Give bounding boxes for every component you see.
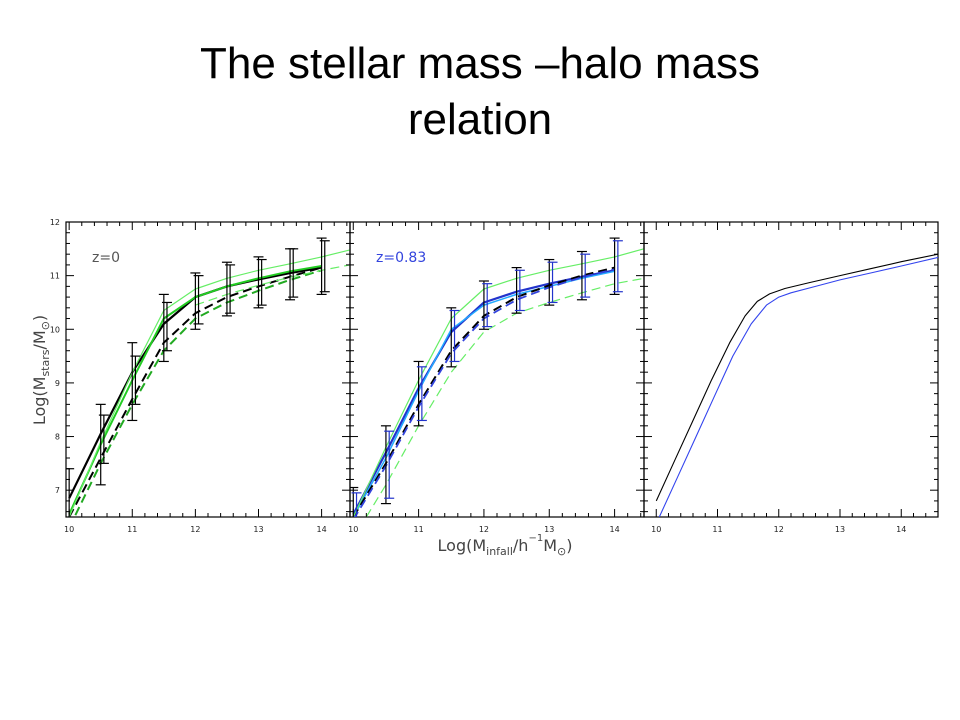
error-bar (609, 237, 620, 296)
x-axis-label-part: infall (486, 545, 513, 558)
x-tick-label: 14 (317, 525, 327, 534)
series-line-5 (365, 277, 644, 517)
series-line-4 (68, 249, 350, 517)
x-tick-label: 13 (544, 525, 554, 534)
error-bar (221, 261, 232, 317)
x-axis-label-part: ) (566, 536, 572, 555)
error-bar (446, 307, 457, 368)
x-axis-label-part: /h (513, 536, 529, 555)
x-tick-label: 12 (479, 525, 489, 534)
x-tick-label: 14 (896, 525, 906, 534)
error-bar (225, 264, 236, 314)
x-tick-label: 10 (64, 525, 74, 534)
x-tick-label: 14 (610, 525, 620, 534)
error-bar (416, 366, 427, 422)
error-bar (384, 430, 395, 499)
error-bar (511, 266, 522, 314)
error-bar (351, 492, 362, 517)
plot-area (350, 237, 644, 517)
y-axis-label-part: stars (39, 349, 52, 376)
error-bar (98, 414, 109, 464)
error-bar (288, 248, 299, 298)
x-tick-label: 10 (651, 525, 661, 534)
error-bar (350, 486, 359, 517)
x-axis-label-part: −1 (528, 533, 543, 544)
figure-background (22, 212, 942, 558)
series-line-1 (658, 256, 938, 517)
x-axis-label-part: M (543, 536, 557, 555)
panel-annotation: z=0.83 (376, 250, 426, 266)
series-line-0 (655, 253, 938, 502)
error-bar (319, 240, 330, 293)
y-axis-label-part: Log(M (30, 377, 49, 426)
x-tick-label: 10 (348, 525, 358, 534)
panel-z0: 10 11 12 13 14 7 8 9 10 11 12 z=0 (50, 218, 351, 534)
y-tick-label: 12 (50, 218, 60, 227)
y-tick-label: 8 (55, 433, 60, 442)
error-bar (193, 275, 204, 325)
y-axis-label-part: ) (30, 315, 49, 321)
x-tick-label: 11 (712, 525, 722, 534)
error-bar (95, 403, 106, 486)
error-bar (580, 253, 591, 298)
error-bar (130, 355, 141, 405)
y-axis-label-part: ⊙ (39, 321, 52, 330)
x-tick-label: 13 (835, 525, 845, 534)
x-tick-label: 12 (190, 525, 200, 534)
y-tick-label: 11 (50, 272, 60, 281)
y-axis-label: Log(Mstars​/M⊙​) (30, 315, 52, 425)
error-bar (380, 425, 391, 505)
y-tick-label: 7 (55, 486, 60, 495)
y-tick-label: 10 (50, 325, 60, 334)
plot-area (66, 237, 350, 517)
error-bar (612, 240, 623, 293)
x-axis-label-part: Log(M (438, 536, 487, 555)
error-bar (190, 272, 201, 330)
error-bar (161, 301, 172, 352)
y-tick-label: 9 (55, 379, 60, 388)
error-bar (256, 258, 267, 306)
x-tick-label: 13 (253, 525, 263, 534)
slide-title: The stellar mass –halo mass relation (200, 39, 760, 144)
x-tick-label: 11 (127, 525, 137, 534)
error-bar (576, 250, 587, 301)
axis-labels: Log(Minfall​/h−1​M⊙​) Log(Mstars​/M⊙​) (30, 315, 572, 558)
error-bar (482, 283, 493, 328)
error-bar (547, 261, 558, 304)
error-bar (316, 237, 327, 296)
x-axis-label-part: ⊙ (557, 545, 566, 558)
panel-comparison: 10 11 12 13 14 (643, 221, 939, 534)
error-bar (253, 256, 264, 309)
error-bar (413, 360, 424, 427)
error-bar (449, 309, 460, 363)
error-bar (514, 269, 525, 312)
x-tick-label: 11 (414, 525, 424, 534)
x-tick-label: 12 (774, 525, 784, 534)
panel-annotation: z=0 (92, 250, 120, 266)
error-bar (544, 258, 555, 306)
error-bar (478, 280, 489, 330)
y-axis-label-part: /M (30, 330, 49, 349)
series-line-4 (352, 248, 644, 517)
plot-area (655, 253, 938, 517)
x-axis-label: Log(Minfall​/h−1​M⊙​) (438, 533, 573, 558)
